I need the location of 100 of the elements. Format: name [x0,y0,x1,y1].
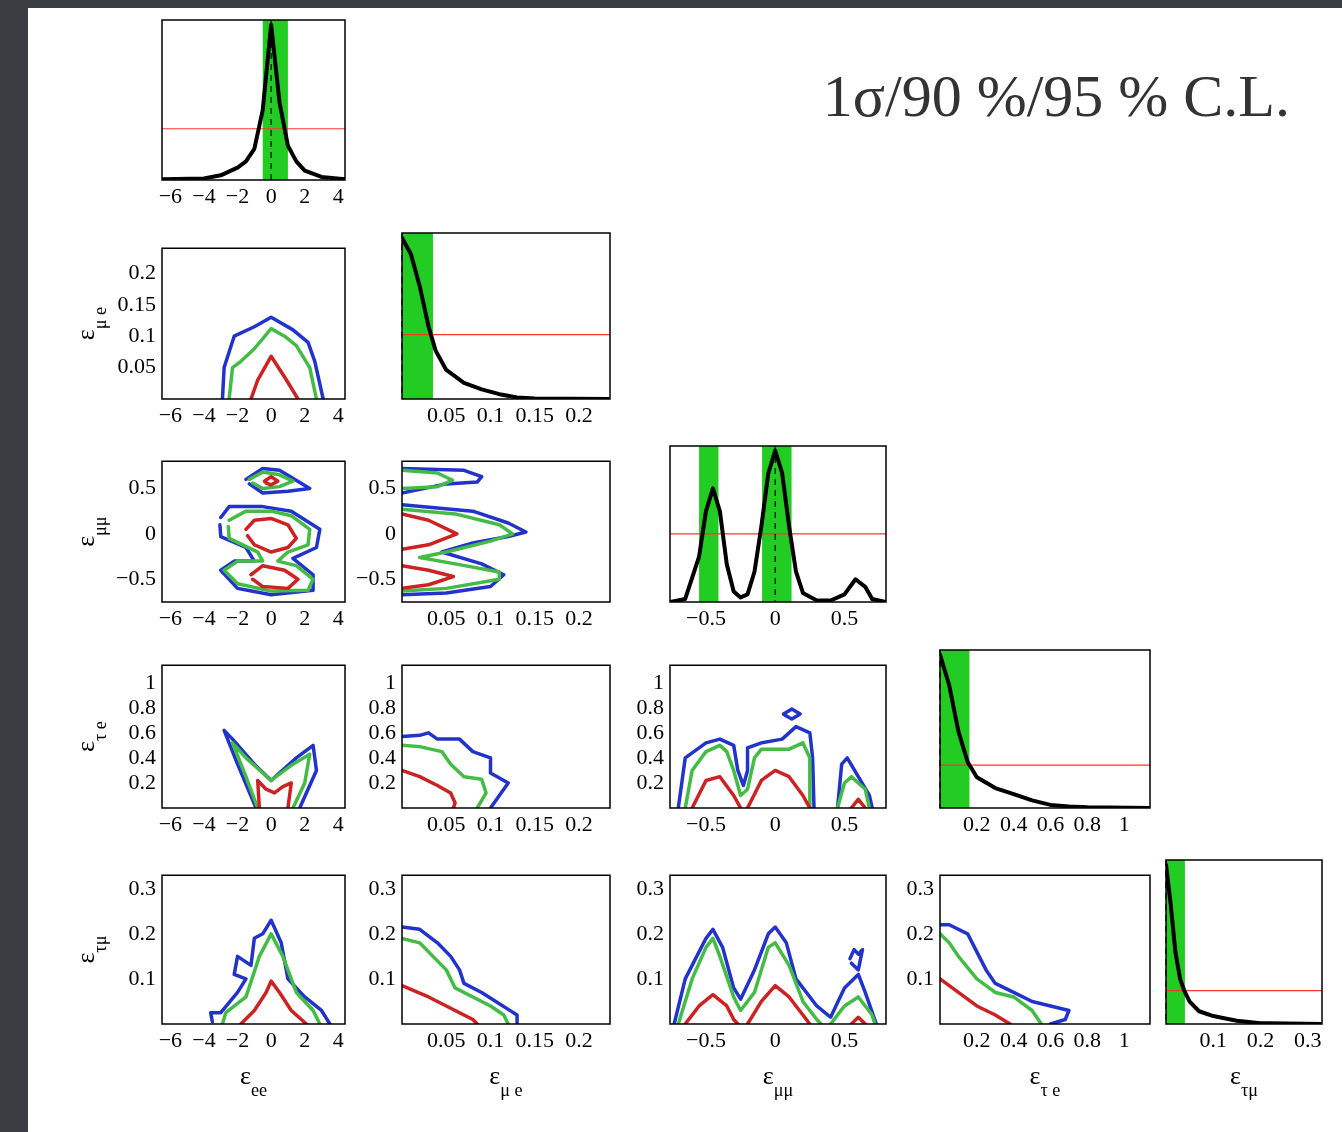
y-tick-label: 0.1 [128,321,156,347]
y-tick-label: 0.4 [636,743,664,769]
x-tick-label: 4 [332,1026,344,1052]
y-axis-title: εμμ [71,516,110,547]
x-tick-label: −2 [225,604,250,630]
y-tick-label: 0.1 [636,964,664,990]
x-tick-label: −6 [158,604,183,630]
x-tick-label: 0.05 [427,1026,466,1052]
x-tick-label: 0.2 [963,810,991,836]
y-tick-label: 0.5 [368,474,396,500]
y-tick-label: 0.1 [368,964,396,990]
x-tick-label: 4 [332,810,344,836]
y-tick-label: 0.8 [636,693,664,719]
y-tick-label: −0.5 [356,565,396,591]
x-tick-label: −6 [158,401,183,427]
x-tick-label: 0.2 [565,401,593,427]
y-tick-label: 0.05 [117,353,156,379]
y-tick-label: 0.3 [128,874,156,900]
y-tick-label: 0.3 [636,874,664,900]
y-tick-label: 0.6 [636,718,664,744]
x-tick-label: −0.5 [686,1026,726,1052]
x-tick-label: 0.3 [1294,1026,1322,1052]
x-tick-label: 0.15 [515,810,555,836]
x-tick-label: −0.5 [686,810,726,836]
x-tick-label: 0.1 [1199,1026,1228,1052]
x-tick-label: 0 [265,182,277,208]
y-tick-label: 0.2 [128,768,156,794]
y-axis-title: ετ e [71,721,110,753]
x-tick-label: 0.6 [1036,1026,1065,1052]
x-tick-label: 0.2 [1246,1026,1275,1052]
x-tick-label: −4 [192,1026,216,1052]
x-tick-label: 0.05 [427,401,466,427]
x-tick-label: −2 [225,401,250,427]
y-tick-label: 0.3 [906,874,934,900]
x-tick-label: 1 [1118,1026,1130,1052]
x-tick-label: 0 [265,1026,277,1052]
text: 1σ/90 %/95 % C.L. [822,63,1290,129]
x-tick-label: 0.05 [427,604,466,630]
x-tick-label: 0 [769,1026,781,1052]
x-tick-label: −6 [158,1026,183,1052]
x-tick-label: 0.1 [476,1026,505,1052]
y-tick-label: 0 [145,519,156,545]
x-tick-label: −4 [192,401,216,427]
x-tick-label: 0.15 [515,1026,555,1052]
y-tick-label: 0.6 [128,718,156,744]
y-tick-label: 1 [653,668,664,694]
x-tick-label: 0 [265,810,277,836]
y-tick-label: 0.1 [128,964,156,990]
x-tick-label: 0.6 [1036,810,1065,836]
y-tick-label: 0.6 [368,718,396,744]
x-tick-label: 2 [299,401,311,427]
x-tick-label: −6 [158,810,183,836]
x-tick-label: −4 [192,810,216,836]
y-axis-title: ετμ [71,935,110,964]
x-tick-label: 0 [265,604,277,630]
x-tick-label: 0.1 [476,401,505,427]
y-tick-label: 0.2 [128,919,156,945]
y-tick-label: 0.4 [368,743,396,769]
x-tick-label: −2 [225,1026,250,1052]
x-tick-label: 4 [332,604,344,630]
y-tick-label: 0 [385,519,396,545]
y-tick-label: 1 [145,668,156,694]
x-tick-label: 0 [769,810,781,836]
x-tick-label: 0 [769,604,781,630]
y-tick-label: 0.8 [128,693,156,719]
x-tick-label: 0.1 [476,810,505,836]
y-tick-label: 0.2 [368,768,396,794]
x-tick-label: 2 [299,810,311,836]
y-tick-label: −0.5 [116,565,156,591]
y-tick-label: 0.2 [636,919,664,945]
x-tick-label: 0 [265,401,277,427]
x-tick-label: 2 [299,1026,311,1052]
y-tick-label: 0.2 [368,919,396,945]
x-tick-label: 0.2 [963,1026,991,1052]
y-tick-label: 0.3 [368,874,396,900]
y-tick-label: 0.4 [128,743,156,769]
y-axis-title: εμ e [71,306,110,341]
x-tick-label: 0.2 [565,604,593,630]
y-tick-label: 0.1 [906,964,934,990]
y-tick-label: 0.5 [128,474,156,500]
x-tick-label: 0.05 [427,810,466,836]
x-tick-label: −0.5 [686,604,726,630]
x-tick-label: 0.5 [830,810,859,836]
x-tick-label: 0.5 [830,1026,859,1052]
x-tick-label: −4 [192,182,216,208]
x-tick-label: 2 [299,604,311,630]
y-tick-label: 1 [385,668,396,694]
x-tick-label: 0.8 [1073,1026,1102,1052]
y-tick-label: 0.15 [117,290,156,316]
x-tick-label: 0.15 [515,604,555,630]
x-tick-label: 0.2 [565,1026,593,1052]
x-tick-label: 0.4 [999,810,1028,836]
x-tick-label: 0.4 [999,1026,1028,1052]
x-tick-label: 0.2 [565,810,593,836]
x-tick-label: −2 [225,810,250,836]
x-tick-label: 4 [332,401,344,427]
x-tick-label: −2 [225,182,250,208]
x-tick-label: 2 [299,182,311,208]
x-tick-label: 4 [332,182,344,208]
y-tick-label: 0.8 [368,693,396,719]
